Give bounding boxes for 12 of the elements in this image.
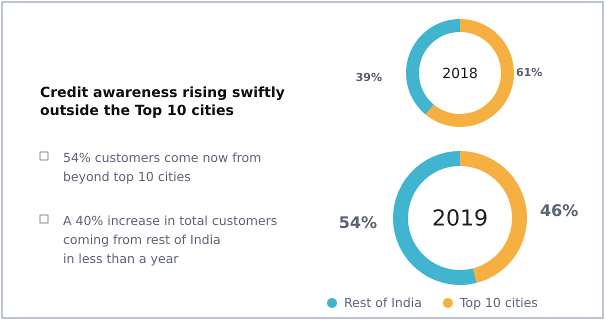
- legend-label: Rest of India: [344, 295, 422, 310]
- donut-slice: [426, 19, 514, 127]
- data-label: 39%: [356, 71, 382, 84]
- text: 2019: [432, 206, 488, 232]
- data-label: 46%: [540, 201, 578, 220]
- text: A 40% increase in total customers coming from rest of India in less than a year: [63, 213, 278, 266]
- data-label: 61%: [516, 66, 542, 79]
- legend-label: Top 10 cities: [458, 295, 538, 310]
- text: 54% customers come now from beyond top 10 cities: [63, 150, 262, 184]
- data-label: 54%: [338, 213, 377, 232]
- text: 2018: [442, 66, 478, 82]
- text: Credit awareness rising swiftly outside the Top 10 cities: [40, 85, 285, 119]
